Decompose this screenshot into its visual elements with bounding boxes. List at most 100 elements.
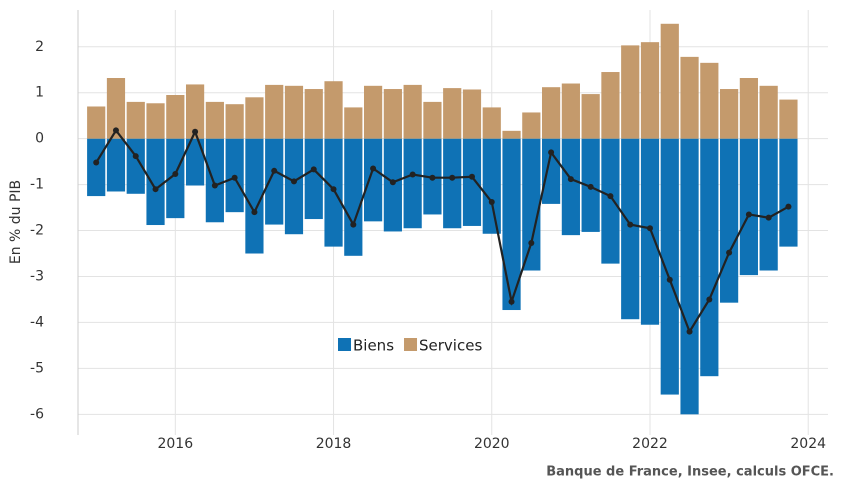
bar: [621, 45, 640, 139]
bar: [502, 138, 521, 311]
point: [607, 193, 614, 200]
bar: [680, 56, 699, 139]
bar: [462, 138, 482, 226]
bar: [403, 84, 422, 139]
point: [152, 186, 159, 193]
bar: [759, 85, 778, 139]
bar: [146, 103, 165, 139]
bar: [185, 138, 205, 186]
bar: [660, 23, 679, 139]
point: [587, 183, 594, 190]
bar: [324, 138, 343, 247]
y-tick-label: 1: [35, 85, 44, 101]
bar: [482, 107, 501, 139]
bar: [166, 95, 185, 139]
bar: [245, 97, 264, 139]
point: [488, 199, 495, 206]
x-tick-label: 2024: [790, 436, 826, 452]
bar: [561, 138, 580, 236]
point: [330, 186, 337, 193]
bar: [542, 87, 561, 139]
legend-swatch: [404, 338, 418, 351]
bar: [720, 138, 739, 303]
bar: [443, 88, 462, 139]
legend-label: Services: [419, 337, 482, 355]
bar: [462, 89, 482, 139]
point: [686, 328, 693, 335]
point: [211, 182, 218, 189]
bar: [106, 78, 126, 139]
point: [726, 249, 733, 256]
bar: [304, 89, 323, 139]
bar: [522, 138, 541, 271]
y-tick-label: -6: [30, 406, 44, 422]
point: [528, 239, 535, 246]
legend-label: Biens: [353, 337, 394, 355]
y-tick-label: -2: [30, 223, 44, 239]
bar: [640, 138, 660, 325]
bar: [265, 138, 284, 225]
y-tick-label: 0: [35, 131, 44, 147]
bar: [245, 138, 264, 254]
point: [389, 179, 396, 186]
bar: [640, 42, 660, 139]
bar: [344, 107, 363, 139]
bar: [87, 138, 106, 197]
bar: [759, 138, 778, 271]
bar: [146, 138, 165, 226]
bar: [284, 85, 304, 139]
legend-swatch: [338, 338, 351, 351]
bar: [502, 130, 521, 139]
y-tick-label: -5: [30, 360, 44, 376]
bar: [522, 112, 541, 139]
point: [251, 209, 258, 216]
point: [548, 149, 555, 156]
bar: [284, 138, 304, 235]
bar: [779, 138, 798, 247]
line: [95, 128, 789, 335]
bar: [166, 138, 185, 219]
bar: [700, 138, 719, 377]
bar: [383, 89, 402, 139]
point: [666, 276, 673, 283]
point: [765, 214, 772, 221]
bar: [561, 83, 580, 139]
y-tick-label: -4: [30, 314, 44, 330]
x-tick-label: 2022: [632, 436, 668, 452]
bar: [443, 138, 462, 229]
bar: [680, 138, 699, 415]
point: [290, 178, 297, 185]
point: [745, 211, 752, 218]
y-tick-label: -1: [30, 177, 44, 193]
point: [468, 173, 475, 180]
bar: [205, 138, 224, 223]
point: [132, 153, 139, 160]
y-tick-label: -3: [30, 268, 44, 284]
y-axis-label: En % du PIB: [8, 180, 24, 264]
point: [310, 166, 317, 173]
point: [646, 225, 653, 232]
bar: [185, 84, 205, 139]
bar: [739, 78, 758, 139]
point: [271, 167, 278, 174]
bar: [779, 99, 798, 139]
point: [785, 203, 792, 210]
point: [172, 171, 179, 178]
bar: [739, 138, 758, 276]
bar: [423, 101, 442, 139]
bar: [403, 138, 422, 229]
bar: [601, 138, 620, 264]
point: [112, 127, 119, 134]
bar: [265, 84, 284, 139]
bar: [324, 81, 343, 139]
point: [370, 165, 377, 172]
point: [508, 298, 515, 305]
y-tick-label: 2: [35, 39, 44, 55]
bar: [621, 138, 640, 320]
point: [350, 221, 357, 228]
point: [231, 174, 238, 181]
bar: [344, 138, 363, 256]
point: [409, 171, 416, 178]
bar: [363, 138, 383, 222]
